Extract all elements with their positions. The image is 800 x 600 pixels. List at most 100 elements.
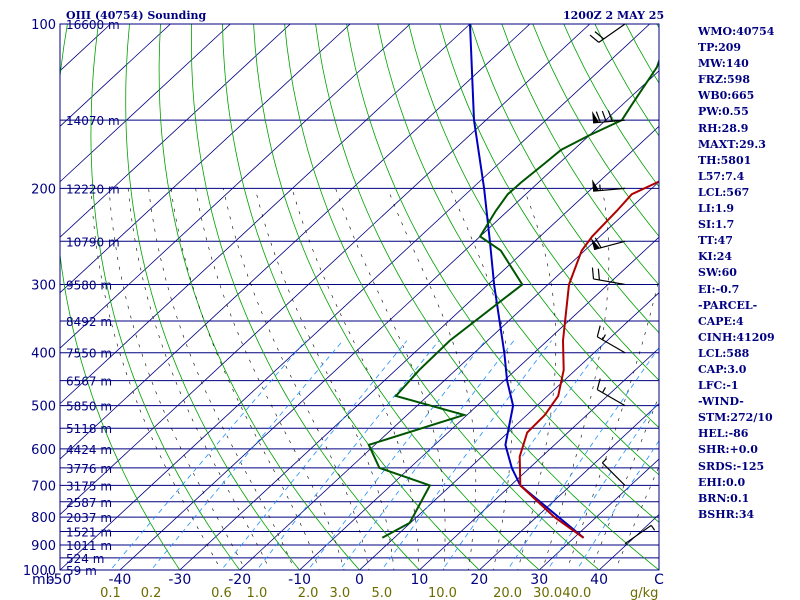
wind-barb-flag xyxy=(594,237,602,248)
wind-barb-pennant xyxy=(592,110,600,123)
sounding-index: CAP:3.0 xyxy=(698,362,747,376)
sounding-index: PW:0.55 xyxy=(698,105,749,119)
wind-barb xyxy=(592,179,626,192)
mixing-ratio-line xyxy=(150,340,344,570)
mixing-ratio-line xyxy=(339,340,515,570)
sounding-index: TH:5801 xyxy=(698,153,752,167)
wind-barb-flag xyxy=(596,325,601,337)
temperature-tick-label: -10 xyxy=(288,572,311,588)
sounding-index: CAPE:4 xyxy=(698,314,744,328)
mixing-ratio-line xyxy=(576,440,659,570)
dry-adiabat xyxy=(190,24,420,570)
dewpoint-trace xyxy=(367,58,659,539)
mixing-ratio-unit-label: g/kg xyxy=(630,586,658,600)
isotherm-line xyxy=(299,236,659,570)
sounding-index: TT:47 xyxy=(698,234,733,248)
wind-barb-staff xyxy=(598,23,626,43)
wind-barb-half-flag xyxy=(599,184,601,191)
sounding-index: CINH:41209 xyxy=(698,330,775,344)
isotherm-line xyxy=(479,403,659,570)
wind-barb-staff xyxy=(624,524,652,545)
sounding-index: SW:60 xyxy=(698,266,737,280)
dry-adiabat xyxy=(222,24,480,570)
wind-barb-flag xyxy=(596,378,601,390)
height-label: 16600 m xyxy=(66,18,120,32)
mixing-ratio-tick-label: 5.0 xyxy=(371,586,392,600)
plot-frame xyxy=(59,23,660,571)
wind-barb-staff xyxy=(593,119,626,124)
pressure-axis-label: mb xyxy=(32,572,55,588)
isotherm-line xyxy=(60,24,411,349)
moist-adiabat xyxy=(590,394,659,570)
pressure-tick-label: 600 xyxy=(31,443,56,458)
wind-barb-flag xyxy=(607,110,613,122)
wind-barb-flag xyxy=(589,34,600,43)
pressure-tick-label: 700 xyxy=(31,479,56,494)
wind-barb xyxy=(601,458,626,486)
temperature-tick-label: 40 xyxy=(590,572,608,588)
sounding-index: LCL:567 xyxy=(698,185,750,199)
height-label: 12220 m xyxy=(66,182,120,196)
height-label: 1011 m xyxy=(66,539,112,553)
pressure-tick-label: 400 xyxy=(31,347,56,362)
temperature-tick-label: 10 xyxy=(410,572,428,588)
mixing-ratio-line xyxy=(507,346,659,570)
wind-barb xyxy=(596,378,626,407)
sounding-index: FRZ:598 xyxy=(698,73,751,87)
wind-barb-flag xyxy=(594,31,605,40)
sounding-index: WMO:40754 xyxy=(698,25,775,38)
wind-barb xyxy=(590,237,626,251)
mixing-ratio-line xyxy=(109,340,307,570)
isotherm-line xyxy=(60,24,171,127)
moist-adiabat xyxy=(170,188,320,570)
wind-barb-pennant xyxy=(590,237,600,250)
dry-adiabat xyxy=(470,24,659,334)
pressure-tick-label: 500 xyxy=(31,400,56,415)
grid-lines xyxy=(60,24,800,582)
isotherm-line xyxy=(359,292,659,570)
temperature-tick-label: -50 xyxy=(49,572,72,588)
height-label: 3776 m xyxy=(66,462,112,476)
height-label: 59 m xyxy=(66,564,97,578)
mixing-ratio-tick-label: 10.0 xyxy=(428,586,457,600)
temperature-trace xyxy=(518,180,659,539)
sounding-index: MW:140 xyxy=(698,57,749,71)
temperature-tick-label: 0 xyxy=(355,572,364,588)
temperature-tick-label: -40 xyxy=(108,572,131,588)
wind-barb-flag xyxy=(591,267,595,280)
wind-barb-flag xyxy=(601,110,607,122)
isotherm-line xyxy=(239,181,659,570)
sounding-index: TP:209 xyxy=(698,41,742,55)
dry-adiabat xyxy=(158,24,361,570)
height-label: 7550 m xyxy=(66,347,112,361)
sounding-index: KI:24 xyxy=(698,250,733,264)
sounding-index: BRN:0.1 xyxy=(698,491,750,505)
wind-barb xyxy=(624,524,656,545)
isotherm-line xyxy=(60,24,351,294)
wind-barb-staff xyxy=(593,278,626,286)
moist-adiabat xyxy=(291,188,420,570)
mixing-ratio-tick-label: 30.0 xyxy=(533,586,562,600)
temperature-tick-label: -20 xyxy=(228,572,251,588)
isotherm-line xyxy=(60,24,531,460)
dry-adiabat xyxy=(377,24,659,476)
wind-barb-staff xyxy=(593,187,626,192)
sounding-index: -PARCEL- xyxy=(698,298,758,312)
sounding-index: LCL:588 xyxy=(698,346,750,360)
mixing-ratio-tick-label: 40.0 xyxy=(562,586,591,600)
wind-barb xyxy=(596,325,626,354)
moist-adiabat xyxy=(90,188,222,570)
pressure-tick-label: 100 xyxy=(31,18,56,33)
sounding-index: STM:272/10 xyxy=(698,411,773,425)
wind-barb-pennant xyxy=(592,179,600,192)
dry-adiabat xyxy=(315,24,659,570)
pressure-tick-label: 800 xyxy=(31,511,56,526)
sounding-index: MAXT:29.3 xyxy=(698,137,766,151)
sounding-index: EI:-0.7 xyxy=(698,282,740,296)
dry-adiabat xyxy=(90,24,241,570)
sounding-index: HEL:-86 xyxy=(698,427,749,441)
temperature-tick-label: C xyxy=(654,572,664,588)
dry-adiabat xyxy=(781,24,800,582)
